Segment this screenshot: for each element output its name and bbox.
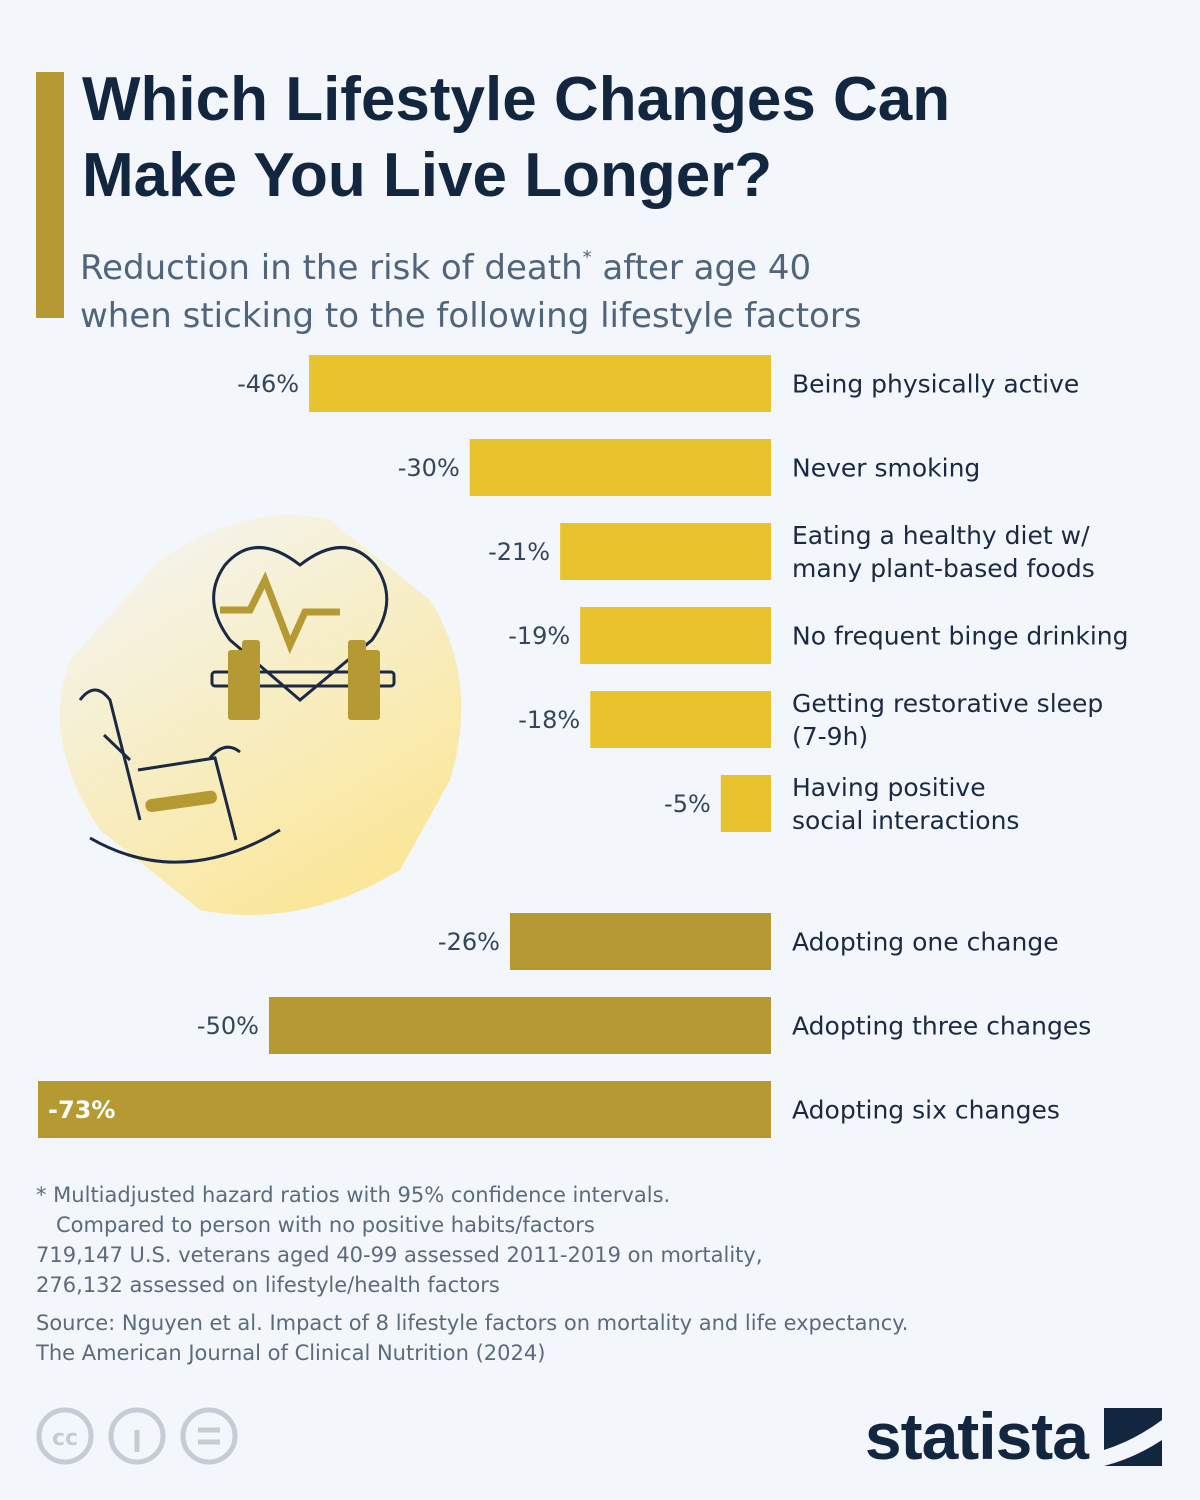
bar xyxy=(720,775,771,832)
category-label: Getting restorative sleep (7-9h) xyxy=(792,688,1104,751)
accent-bar xyxy=(36,72,64,318)
bar xyxy=(38,1081,771,1138)
category-label: Adopting six changes xyxy=(792,1095,1060,1124)
illustration-bg xyxy=(60,515,462,915)
note: Compared to person with no positive habi… xyxy=(56,1213,595,1237)
subtitle-text: after age 40 xyxy=(591,248,812,288)
license-text: cc xyxy=(52,1426,78,1451)
category-label: Adopting one change xyxy=(792,927,1059,956)
subtitle-text: Reduction in the risk of death xyxy=(80,248,583,288)
value-label: -73% xyxy=(48,1095,116,1124)
value-label: -18% xyxy=(518,705,581,734)
category-label: Having positive social interactions xyxy=(792,772,1020,835)
note: 719,147 U.S. veterans aged 40-99 assesse… xyxy=(36,1243,763,1267)
value-label: -50% xyxy=(196,1011,259,1040)
brand: statista xyxy=(864,1399,1089,1473)
brand-mark xyxy=(1104,1408,1162,1466)
value-label: -5% xyxy=(664,789,711,818)
footnote-marker: * xyxy=(582,247,592,268)
category-label: No frequent binge drinking xyxy=(792,621,1129,650)
source: Source: Nguyen et al. Impact of 8 lifest… xyxy=(36,1311,909,1335)
category-label: Being physically active xyxy=(792,369,1080,398)
value-label: -19% xyxy=(508,621,571,650)
value-label: -30% xyxy=(397,453,460,482)
bar xyxy=(509,913,771,970)
value-label: -21% xyxy=(488,537,551,566)
category-label: Adopting three changes xyxy=(792,1011,1092,1040)
bar xyxy=(560,523,771,580)
subtitle: Reduction in the risk of death* after ag… xyxy=(80,234,862,340)
category-label: Never smoking xyxy=(792,453,981,482)
title-line: Make You Live Longer? xyxy=(82,141,773,210)
bar xyxy=(309,355,771,412)
bar xyxy=(580,607,771,664)
bar xyxy=(590,691,771,748)
title-line: Which Lifestyle Changes Can xyxy=(82,65,951,134)
category-label: Eating a healthy diet w/ many plant-base… xyxy=(792,520,1095,583)
value-label: -26% xyxy=(437,927,500,956)
illustration xyxy=(78,546,396,864)
title: Which Lifestyle Changes Can Make You Live… xyxy=(82,62,950,214)
license-icons xyxy=(36,1407,238,1465)
value-label: -46% xyxy=(237,369,300,398)
pulse-line xyxy=(220,571,340,655)
dumbbell xyxy=(145,640,380,813)
note: 276,132 assessed on lifestyle/health fac… xyxy=(36,1273,500,1297)
note: * Multiadjusted hazard ratios with 95% c… xyxy=(36,1183,671,1207)
subtitle-text: when sticking to the following lifestyle… xyxy=(80,296,862,336)
bar xyxy=(469,439,771,496)
source: The American Journal of Clinical Nutriti… xyxy=(36,1341,546,1365)
bar xyxy=(268,997,771,1054)
